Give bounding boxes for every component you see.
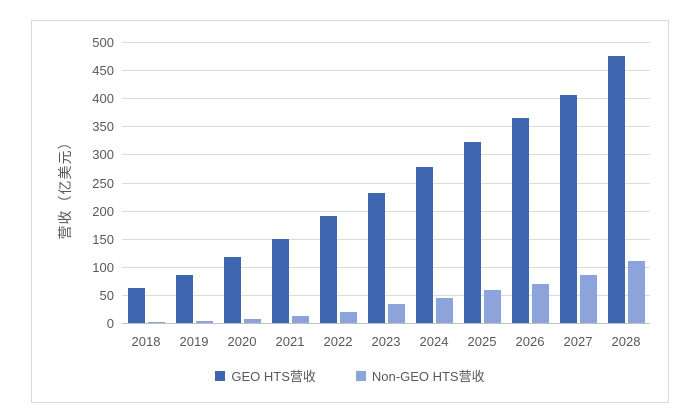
gridline-300 (122, 154, 650, 155)
x-tick-label-2027: 2027 (563, 334, 593, 349)
gridline-500 (122, 42, 650, 43)
bar-geo-2022 (320, 216, 337, 323)
legend-swatch-icon (355, 370, 366, 381)
bar-geo-2020 (224, 257, 241, 323)
gridline-200 (122, 211, 650, 212)
legend-label: GEO HTS营收 (231, 369, 316, 384)
legend-swatch-icon (215, 370, 226, 381)
y-tick-label-400: 400 (92, 91, 114, 106)
bar-non-geo-2021 (292, 316, 309, 323)
bar-non-geo-2025 (484, 290, 501, 323)
bar-non-geo-2018 (148, 322, 165, 323)
legend-item-non-geo: Non-GEO HTS营收 (355, 366, 485, 385)
bar-geo-2023 (368, 193, 385, 323)
x-tick-label-2023: 2023 (371, 334, 401, 349)
bar-geo-2027 (560, 95, 577, 323)
legend-item-geo: GEO HTS营收 (215, 366, 316, 385)
y-tick-label-300: 300 (92, 147, 114, 162)
bar-non-geo-2019 (196, 321, 213, 323)
bar-non-geo-2028 (628, 261, 645, 323)
y-tick-label-0: 0 (106, 316, 114, 331)
gridline-150 (122, 239, 650, 240)
bar-geo-2028 (608, 56, 625, 323)
y-tick-label-150: 150 (92, 232, 114, 247)
bar-geo-2019 (176, 275, 193, 323)
x-tick-label-2022: 2022 (323, 334, 353, 349)
bar-geo-2018 (128, 288, 145, 323)
y-tick-label-50: 50 (99, 288, 114, 303)
bar-non-geo-2022 (340, 312, 357, 323)
legend: GEO HTS营收 Non-GEO HTS营收 (31, 366, 669, 385)
gridline-450 (122, 70, 650, 71)
y-tick-label-350: 350 (92, 119, 114, 134)
y-tick-label-250: 250 (92, 176, 114, 191)
gridline-350 (122, 126, 650, 127)
bar-non-geo-2023 (388, 304, 405, 323)
bar-geo-2025 (464, 142, 481, 323)
bar-geo-2026 (512, 118, 529, 323)
y-tick-label-200: 200 (92, 204, 114, 219)
gridline-100 (122, 267, 650, 268)
legend-label: Non-GEO HTS营收 (371, 369, 485, 384)
x-tick-label-2018: 2018 (131, 334, 161, 349)
x-tick-label-2021: 2021 (275, 334, 305, 349)
bar-non-geo-2027 (580, 275, 597, 323)
x-tick-label-2019: 2019 (179, 334, 209, 349)
x-axis-line (122, 323, 650, 324)
gridline-400 (122, 98, 650, 99)
y-tick-label-100: 100 (92, 260, 114, 275)
x-tick-label-2024: 2024 (419, 334, 449, 349)
x-tick-label-2025: 2025 (467, 334, 497, 349)
bar-geo-2024 (416, 167, 433, 323)
y-axis-title: 营收（亿美元） (57, 134, 73, 240)
gridline-250 (122, 183, 650, 184)
gridline-50 (122, 295, 650, 296)
bar-non-geo-2024 (436, 298, 453, 323)
x-tick-label-2020: 2020 (227, 334, 257, 349)
bar-non-geo-2020 (244, 319, 261, 323)
y-tick-label-450: 450 (92, 63, 114, 78)
bar-non-geo-2026 (532, 284, 549, 323)
y-tick-label-500: 500 (92, 35, 114, 50)
x-tick-label-2026: 2026 (515, 334, 545, 349)
bar-geo-2021 (272, 239, 289, 323)
x-tick-label-2028: 2028 (611, 334, 641, 349)
